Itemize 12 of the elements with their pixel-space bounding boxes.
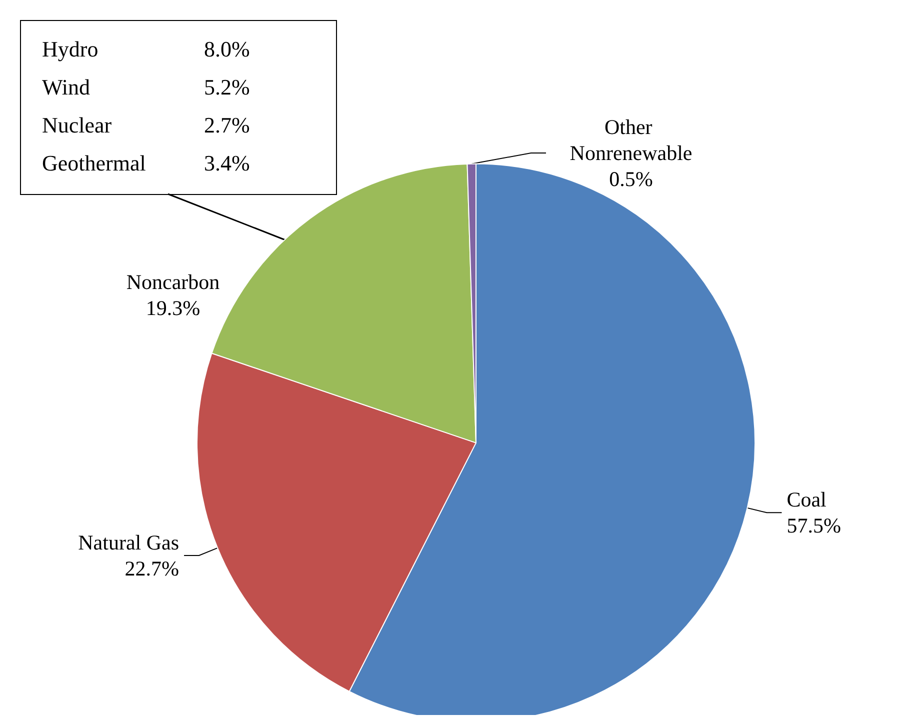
slice-label: Noncarbon [126,270,220,294]
slice-label: Other Nonrenewable [570,115,692,165]
data-label: 57.5% [786,514,841,538]
text: Nuclear 2.7% [42,112,250,138]
data-label: 22.7% [124,556,180,580]
text: Wind 5.2% [42,74,250,100]
slice-label: Natural Gas [78,530,180,554]
slice-label: Coal [786,488,827,512]
text: Hydro 8.0% [42,36,250,62]
data-label: 0.5% [609,167,653,191]
data-label: 19.3% [146,296,200,320]
text: Geothermal 3.4% [42,150,250,176]
